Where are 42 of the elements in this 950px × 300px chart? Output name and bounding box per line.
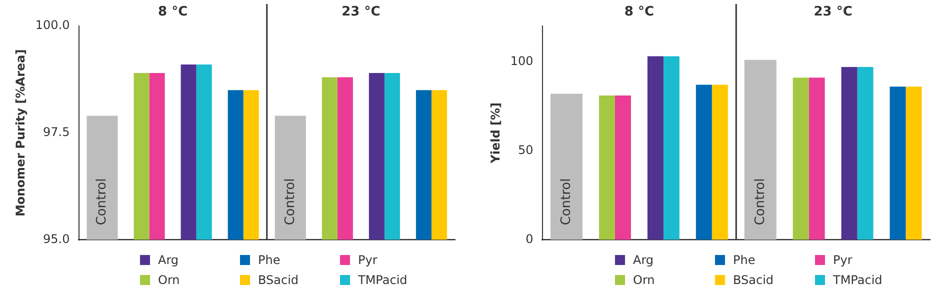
legend-label: TMPacid (358, 273, 408, 287)
y-tick-label: 95.0 (43, 232, 70, 246)
legend-label: Arg (158, 253, 179, 267)
legend-label: TMPacid (833, 273, 882, 287)
legend-label: BSacid (258, 273, 299, 287)
y-tick-label: 50 (518, 142, 534, 157)
legend-label: Pyr (833, 253, 852, 267)
y-tick-label: 100.0 (35, 18, 70, 32)
x-tick-label: Control (94, 178, 110, 226)
y-tick-label: 0 (526, 232, 534, 246)
legend-label: Orn (633, 273, 655, 287)
legend-label: BSacid (733, 273, 774, 287)
legend-label: Arg (633, 253, 654, 267)
legend-label: Phe (733, 253, 756, 267)
bar (744, 60, 776, 240)
x-tick-label: Control (282, 178, 298, 226)
x-tick-label: Control (558, 178, 574, 226)
bar (647, 56, 664, 240)
bar (614, 95, 631, 240)
bar (841, 66, 858, 240)
text: 23 °C (342, 4, 380, 20)
text: 8 °C (624, 4, 654, 20)
y-tick-label: 97.5 (43, 125, 70, 140)
bar (696, 84, 712, 240)
text: 23 °C (814, 4, 852, 20)
bar (890, 86, 906, 240)
bar (857, 66, 874, 240)
bar (792, 78, 809, 240)
bar (599, 95, 615, 240)
y-axis-title: Monomer Purity [%Area] (13, 49, 28, 217)
y-tick-label: 100 (510, 54, 534, 68)
text: 8 °C (158, 4, 188, 20)
bar (808, 78, 825, 240)
legend-label: Pyr (358, 253, 378, 267)
bar (550, 94, 583, 240)
legend-label: Orn (158, 273, 180, 287)
bar (906, 86, 922, 240)
bar (712, 84, 728, 240)
legend-label: Phe (258, 253, 280, 267)
x-tick-label: Control (752, 178, 768, 226)
bar (663, 56, 680, 240)
y-axis-title: Yield [%] (488, 102, 502, 164)
